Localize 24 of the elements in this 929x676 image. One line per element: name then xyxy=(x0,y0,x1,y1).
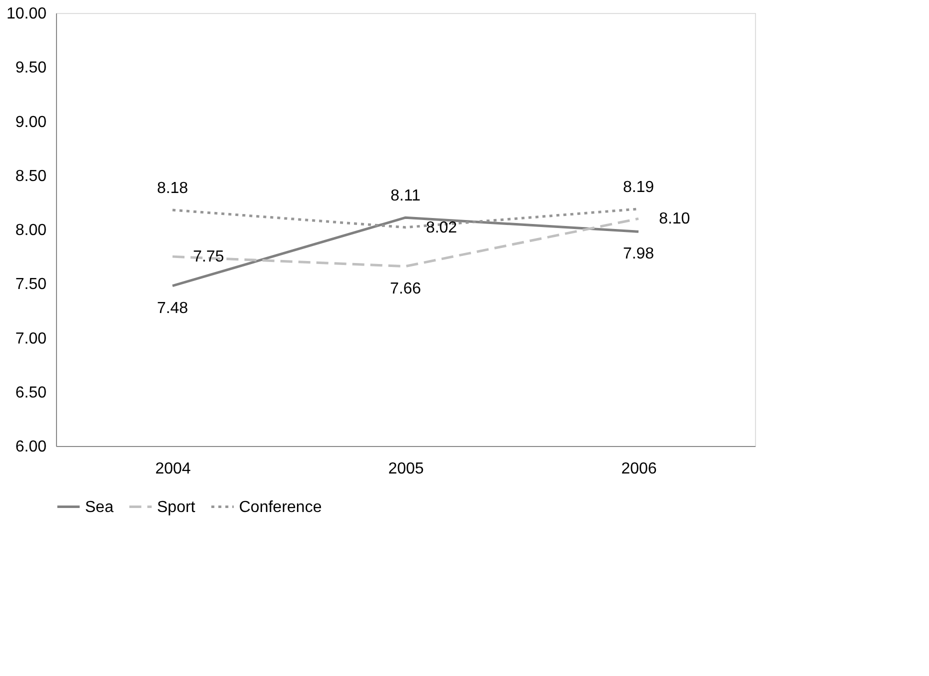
data-label: 8.18 xyxy=(156,180,188,198)
y-tick-label: 9.50 xyxy=(15,60,47,77)
x-tick-label: 2005 xyxy=(388,460,424,478)
data-label: 7.98 xyxy=(622,246,654,263)
y-tick-label: 6.50 xyxy=(15,384,47,402)
data-label: 8.02 xyxy=(426,219,458,236)
x-tick-label: 2006 xyxy=(621,460,657,478)
data-label: 8.11 xyxy=(390,188,421,205)
y-tick-label: 7.50 xyxy=(15,276,47,294)
legend-label: Conference xyxy=(239,498,322,516)
data-label: 7.66 xyxy=(390,280,422,298)
x-tick-label: 2004 xyxy=(155,460,191,478)
y-tick-label: 8.00 xyxy=(15,222,47,239)
data-label: 8.10 xyxy=(658,210,690,228)
y-tick-label: 7.00 xyxy=(15,330,47,348)
y-tick-label: 10.00 xyxy=(6,6,47,22)
data-label: 7.75 xyxy=(192,248,224,266)
y-tick-label: 9.00 xyxy=(15,114,47,131)
legend-label: Sport xyxy=(157,498,196,516)
data-label: 8.19 xyxy=(622,178,654,196)
legend-label: Sea xyxy=(85,498,114,516)
y-tick-label: 6.00 xyxy=(15,438,47,456)
y-tick-label: 8.50 xyxy=(15,168,47,185)
data-label: 7.48 xyxy=(156,300,188,317)
